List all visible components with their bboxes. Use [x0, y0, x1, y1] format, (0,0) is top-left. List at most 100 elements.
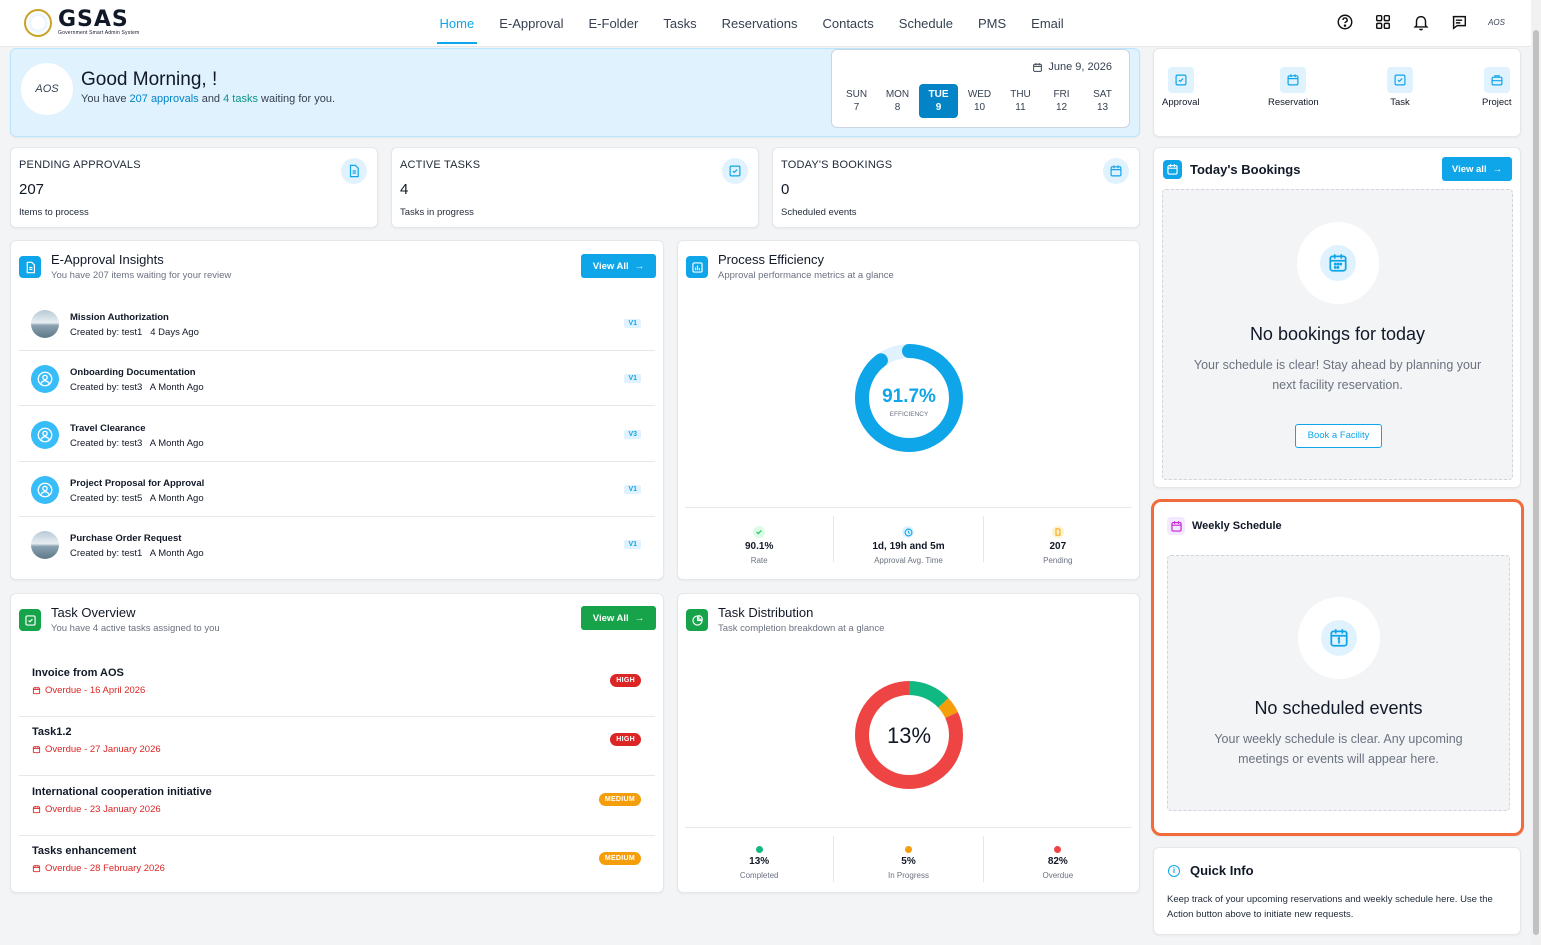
- book-facility-button[interactable]: Book a Facility: [1295, 424, 1382, 448]
- priority-badge: HIGH: [610, 674, 641, 687]
- nav-e-folder[interactable]: E-Folder: [588, 16, 639, 31]
- task-due-date: Overdue - 23 January 2026: [32, 804, 161, 815]
- panel-title: Task Distribution: [718, 605, 814, 620]
- approvals-count-link[interactable]: 207 approvals: [129, 93, 199, 105]
- calendar-day-mon[interactable]: MON 8: [878, 84, 917, 118]
- list-item[interactable]: Onboarding Documentation Created by: test…: [19, 351, 655, 407]
- calendar-day-thu[interactable]: THU 11: [1001, 84, 1040, 118]
- page-scrollbar[interactable]: [1531, 0, 1541, 945]
- task-row[interactable]: International cooperation initiative Over…: [19, 776, 655, 836]
- metric-label: Approval Avg. Time: [874, 556, 943, 565]
- metric-label: Pending: [1043, 556, 1073, 565]
- quick-action-approval[interactable]: Approval: [1162, 67, 1200, 108]
- view-all-approvals-button[interactable]: View All →: [581, 254, 656, 278]
- nav-reservations[interactable]: Reservations: [721, 16, 798, 31]
- stat-value: 207: [19, 181, 45, 198]
- legend-completed: 13% Completed: [685, 836, 835, 882]
- info-icon: i: [1168, 865, 1180, 877]
- nav-pms[interactable]: PMS: [978, 16, 1007, 31]
- nav-tasks[interactable]: Tasks: [663, 16, 697, 31]
- approval-meta: Created by: test1 4 Days Ago: [70, 327, 199, 338]
- calendar-day-sun[interactable]: SUN 7: [837, 84, 876, 118]
- stat-label: ACTIVE TASKS: [400, 159, 481, 171]
- approval-meta: Created by: test1 A Month Ago: [70, 548, 204, 560]
- user-avatar[interactable]: AOS: [1488, 17, 1505, 27]
- day-name: SAT: [1093, 89, 1112, 100]
- approval-meta: Created by: test3 A Month Ago: [70, 437, 204, 449]
- stat-active-tasks[interactable]: ACTIVE TASKS 4 Tasks in progress: [391, 147, 759, 228]
- task-row[interactable]: Invoice from AOS Overdue - 16 April 2026 H…: [19, 657, 655, 717]
- quick-action-task[interactable]: Task: [1387, 67, 1413, 108]
- user-icon: [31, 420, 59, 449]
- calendar-icon: [32, 805, 41, 813]
- quick-action-project[interactable]: Project: [1482, 67, 1512, 108]
- greeting-title: Good Morning, !: [81, 69, 218, 90]
- priority-badge: HIGH: [610, 733, 641, 747]
- calendar-day-fri[interactable]: FRI 12: [1042, 84, 1081, 118]
- nav-e-approval[interactable]: E-Approval: [499, 16, 564, 31]
- legend-dot: [755, 846, 763, 853]
- task-row[interactable]: Task1.2 Overdue - 27 January 2026 HIGH: [19, 716, 655, 777]
- bell-icon[interactable]: [1412, 13, 1430, 31]
- stat-todays-bookings[interactable]: TODAY'S BOOKINGS 0 Scheduled events: [772, 147, 1140, 228]
- stat-label: TODAY'S BOOKINGS: [781, 159, 893, 171]
- check-square-icon: [722, 158, 748, 184]
- nav-home[interactable]: Home: [427, 0, 487, 47]
- apps-grid-icon[interactable]: [1374, 13, 1392, 31]
- calendar-day-wed[interactable]: WED 10: [960, 84, 999, 118]
- app-name: GSAS: [58, 7, 129, 32]
- metric-pending: 207 Pending: [984, 516, 1132, 565]
- nav-schedule[interactable]: Schedule: [898, 16, 953, 31]
- efficiency-value: 91.7%: [882, 386, 936, 407]
- stat-pending-approvals[interactable]: PENDING APPROVALS 207 Items to process: [10, 147, 378, 228]
- approval-title: Travel Clearance: [70, 422, 146, 434]
- chat-icon[interactable]: [1450, 13, 1468, 31]
- tasks-count-link[interactable]: 4 tasks: [223, 93, 258, 105]
- day-name: THU: [1010, 89, 1031, 100]
- legend-in-progress: 5% In Progress: [834, 836, 984, 882]
- app-subtitle: Government Smart Admin System: [58, 30, 140, 36]
- day-name: SUN: [845, 89, 868, 100]
- file-check-icon: [1167, 67, 1194, 93]
- nav-contacts[interactable]: Contacts: [822, 16, 874, 31]
- help-icon[interactable]: [1336, 13, 1354, 31]
- version-badge: V1: [624, 374, 641, 384]
- calendar-day-tue[interactable]: TUE 9: [919, 84, 958, 118]
- todays-bookings-panel: Today's Bookings View all → No bookings f…: [1153, 147, 1521, 488]
- top-actions: AOS: [1336, 13, 1505, 31]
- stat-note: Items to process: [19, 207, 89, 218]
- task-row[interactable]: Tasks enhancement Overdue - 28 February 2…: [19, 835, 655, 895]
- empty-calendar-badge: [1296, 222, 1379, 304]
- list-item[interactable]: Mission Authorization Created by: test1 4…: [19, 296, 655, 351]
- metric-label: Rate: [750, 556, 768, 565]
- calendar-day-sat[interactable]: SAT 13: [1083, 84, 1122, 118]
- calendar-icon: [1319, 245, 1356, 281]
- metric-value: 207: [1049, 541, 1067, 552]
- avatar: AOS: [21, 63, 73, 115]
- empty-calendar-badge: [1297, 597, 1380, 679]
- view-all-bookings-button[interactable]: View all →: [1442, 157, 1512, 181]
- view-all-tasks-button[interactable]: View All →: [581, 606, 656, 630]
- panel-title: E-Approval Insights: [51, 252, 164, 267]
- legend-dot: [1054, 846, 1062, 853]
- day-name: TUE: [928, 89, 949, 100]
- metric-avg-time: 1d, 19h and 5m Approval Avg. Time: [834, 516, 984, 565]
- calendar-icon: [32, 746, 41, 754]
- day-number: 9: [935, 102, 942, 113]
- panel-title: Process Efficiency: [718, 252, 824, 267]
- app-logo[interactable]: GSAS Government Smart Admin System: [24, 9, 139, 37]
- check-square-icon: [19, 609, 41, 631]
- approval-meta: Created by: test3 A Month Ago: [70, 382, 204, 394]
- list-item[interactable]: Travel Clearance Created by: test3 A Mont…: [19, 407, 655, 462]
- efficiency-arc: [855, 344, 963, 452]
- distribution-legend: 13% Completed 5% In Progress 82% Overdue: [685, 827, 1132, 886]
- quick-action-reservation[interactable]: Reservation: [1268, 67, 1319, 108]
- arrow-right-icon: →: [634, 260, 645, 272]
- empty-title: No bookings for today: [1249, 324, 1426, 344]
- week-calendar: June 9, 2026 SUN 7 MON 8 TUE 9 WED 10 THU 11 FRI 12…: [831, 49, 1130, 128]
- list-item[interactable]: Purchase Order Request Created by: test1 …: [19, 517, 655, 572]
- weekly-empty-state: No scheduled events Your weekly schedule…: [1167, 555, 1510, 811]
- legend-label: Completed: [739, 871, 779, 880]
- list-item[interactable]: Project Proposal for Approval Created by:…: [19, 462, 655, 517]
- nav-email[interactable]: Email: [1031, 16, 1064, 31]
